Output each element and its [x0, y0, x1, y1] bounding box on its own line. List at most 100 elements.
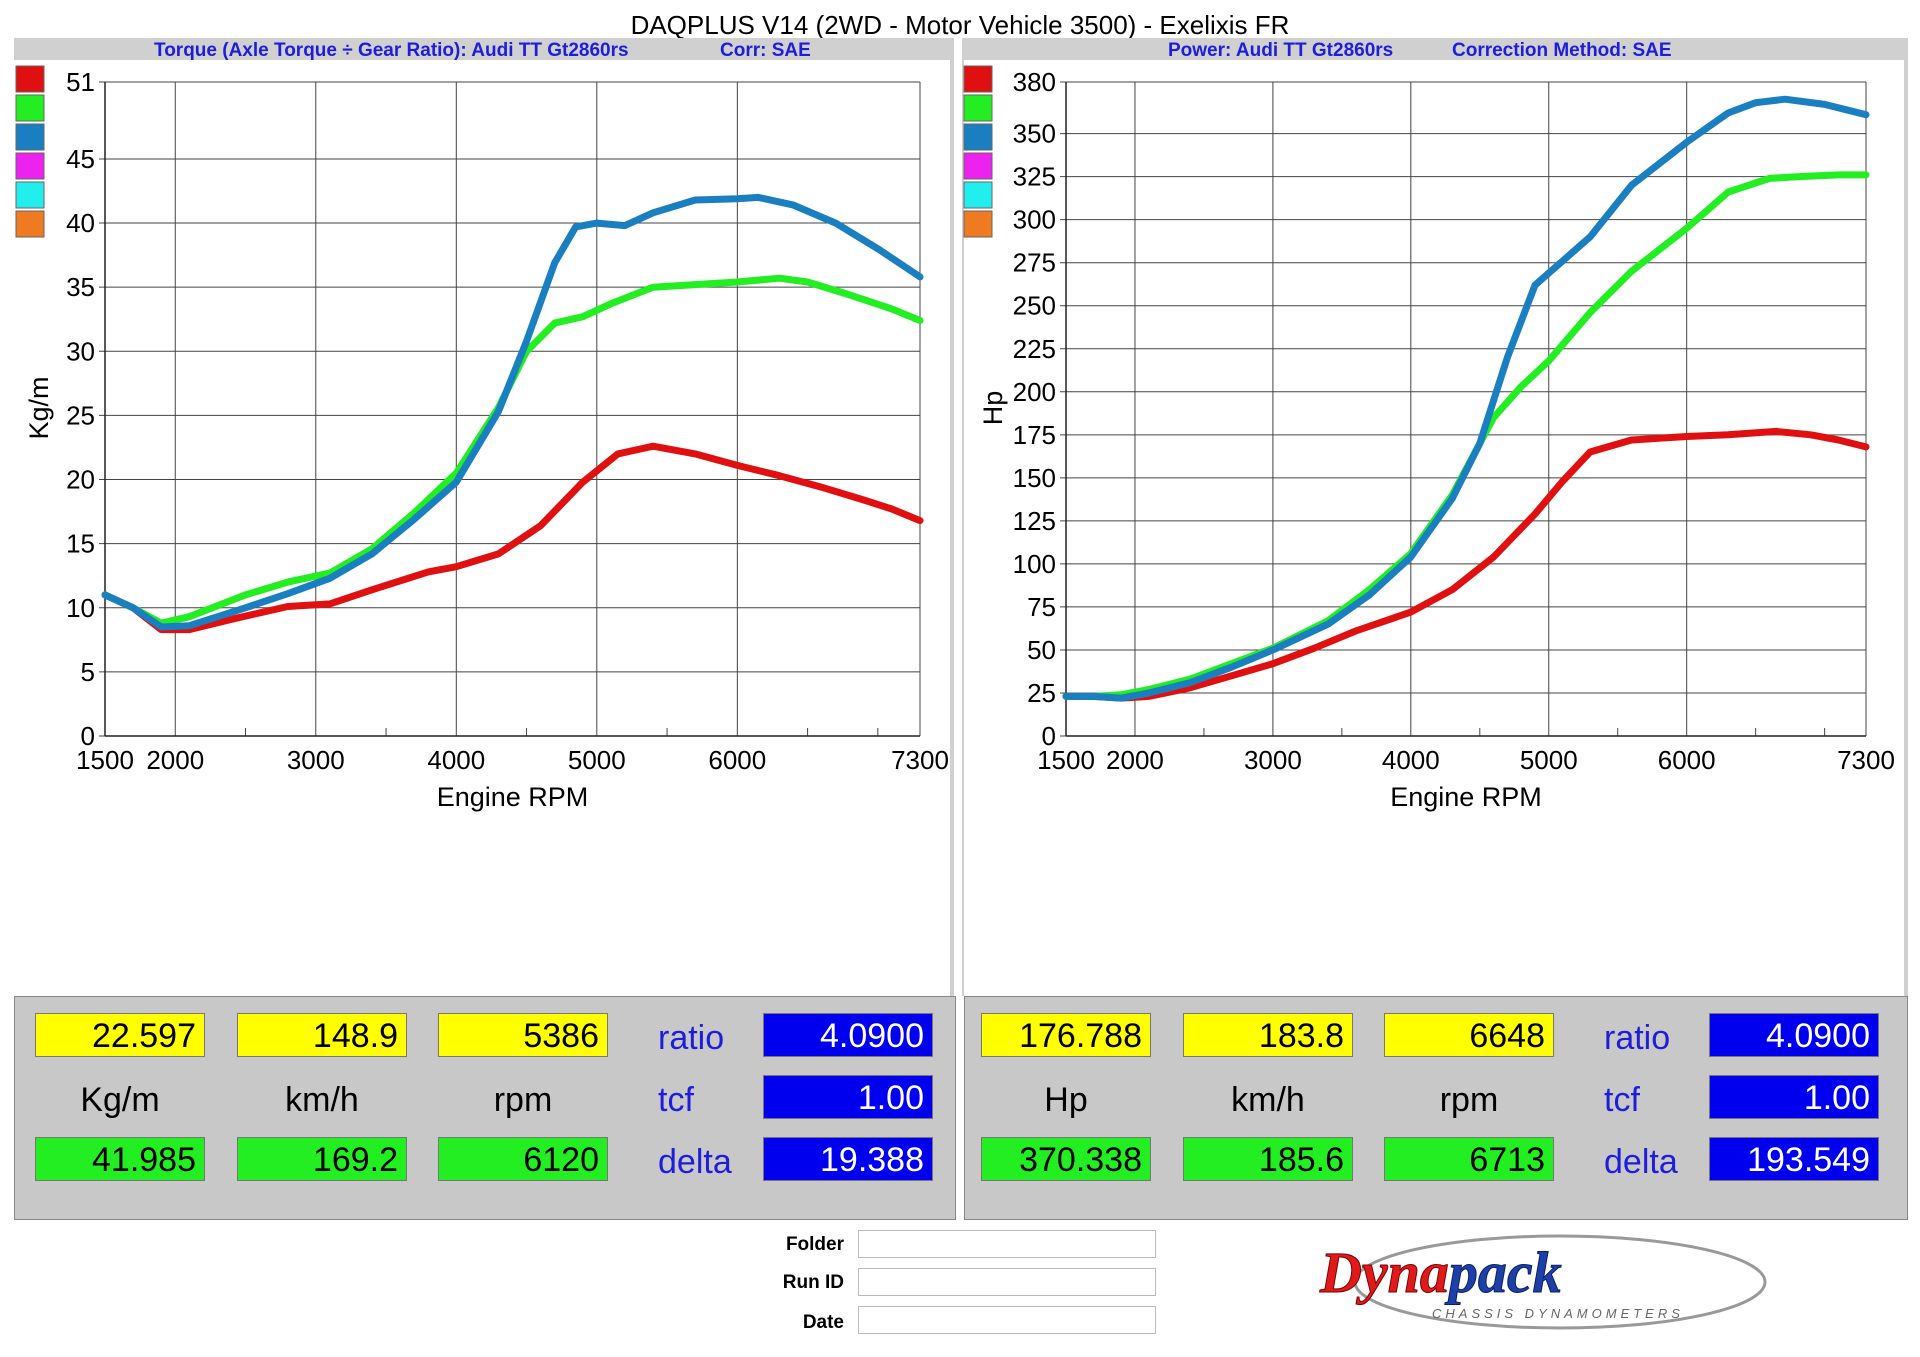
dynapack-logo: Dynapack CHASSIS DYNAMOMETERS: [1310, 1230, 1790, 1340]
run-id-label: Run ID: [782, 1272, 844, 1293]
peak-power-speed-2: 185.6: [1183, 1137, 1353, 1181]
x-tick-label: 7300: [1837, 745, 1895, 775]
power-correction-label: Correction Method: SAE: [1452, 40, 1672, 61]
dynapack-logo-graphic: Dynapack CHASSIS DYNAMOMETERS: [1319, 1234, 1767, 1330]
x-tick-label: 6000: [1658, 745, 1716, 775]
y-tick-label: 100: [1013, 549, 1056, 579]
y-axis-label: Hp: [978, 391, 1008, 426]
y-tick-label: 325: [1013, 162, 1056, 192]
y-tick-label: 250: [1013, 291, 1056, 321]
torque-panel: Torque (Axle Torque ÷ Gear Ratio): Audi …: [14, 38, 954, 1015]
x-tick-label: 7300: [891, 745, 949, 775]
run-id-field[interactable]: [858, 1268, 1156, 1296]
legend-swatch-magenta: [963, 152, 993, 180]
x-tick-label: 1500: [76, 745, 134, 775]
power-unit-label: Hp: [1044, 1081, 1088, 1119]
y-tick-label: 200: [1013, 377, 1056, 407]
peak-torque-speed-2: 169.2: [237, 1137, 407, 1181]
y-tick-label: 25: [1027, 678, 1056, 708]
y-tick-label: 0: [81, 721, 95, 751]
power-ratio-value: 4.0900: [1709, 1013, 1879, 1057]
ratio-value: 4.0900: [763, 1013, 933, 1057]
x-axis-label: Engine RPM: [1390, 782, 1542, 812]
y-tick-label: 20: [66, 465, 95, 495]
y-tick-label: 150: [1013, 463, 1056, 493]
y-tick-label: 175: [1013, 420, 1056, 450]
y-tick-label: 225: [1013, 334, 1056, 364]
logo-wordmark: Dynapack: [1319, 1240, 1562, 1305]
power-rpm-unit-label: rpm: [1439, 1081, 1499, 1119]
legend-swatch-cyan: [963, 181, 993, 209]
x-tick-label: 1500: [1037, 745, 1095, 775]
torque-plot-background: [14, 60, 950, 1015]
folder-field[interactable]: [858, 1230, 1156, 1258]
y-tick-label: 45: [66, 144, 95, 174]
ratio-label: ratio: [658, 1019, 725, 1057]
x-tick-label: 2000: [146, 745, 204, 775]
power-speed-unit-label: km/h: [1231, 1081, 1305, 1119]
peak-torque-value: 22.597: [35, 1013, 205, 1057]
y-tick-label: 380: [1013, 67, 1056, 97]
peak-power-value: 176.788: [981, 1013, 1151, 1057]
power-readout-panel: 176.788 183.8 6648 Hp km/h rpm 370.338 1…: [964, 996, 1908, 1220]
power-tcf-label: tcf: [1604, 1081, 1640, 1119]
y-tick-label: 15: [66, 529, 95, 559]
legend-swatch-blue: [15, 123, 45, 151]
power-tcf-value: 1.00: [1709, 1075, 1879, 1119]
torque-readout-panel: 22.597 148.9 5386 Kg/m km/h rpm 41.985 1…: [14, 996, 956, 1220]
app-title: DAQPLUS V14 (2WD - Motor Vehicle 3500) -…: [630, 10, 1290, 40]
y-tick-label: 35: [66, 272, 95, 302]
peak-power-value-2: 370.338: [981, 1137, 1151, 1181]
speed-unit-label: km/h: [285, 1081, 359, 1119]
legend-swatch-orange: [15, 210, 45, 238]
torque-chart: 0 5 10 15 20 25 30 35 40 45 51 1500 2000 3000 4000 5000…: [15, 65, 949, 812]
y-tick-label: 0: [1042, 721, 1056, 751]
legend-swatch-red: [963, 65, 993, 93]
tcf-value: 1.00: [763, 1075, 933, 1119]
x-tick-label: 3000: [1244, 745, 1302, 775]
x-tick-label: 6000: [708, 745, 766, 775]
x-tick-label: 5000: [568, 745, 626, 775]
series-line-blue: [1062, 95, 1870, 702]
peak-torque-value-2: 41.985: [35, 1137, 205, 1181]
y-tick-label: 40: [66, 208, 95, 238]
y-tick-label: 51: [66, 67, 95, 97]
power-plot-background: [964, 60, 1904, 1015]
series-line-red: [101, 442, 924, 634]
date-field[interactable]: [858, 1306, 1156, 1334]
delta-label: delta: [658, 1143, 732, 1181]
logo-tagline: CHASSIS DYNAMOMETERS: [1432, 1306, 1684, 1321]
x-tick-label: 3000: [287, 745, 345, 775]
peak-power-rpm: 6648: [1384, 1013, 1554, 1057]
y-tick-label: 75: [1027, 592, 1056, 622]
y-tick-label: 5: [81, 657, 95, 687]
peak-torque-rpm-2: 6120: [438, 1137, 608, 1181]
legend-swatch-blue: [963, 123, 993, 151]
torque-unit-label: Kg/m: [80, 1081, 160, 1119]
y-tick-label: 350: [1013, 119, 1056, 149]
y-tick-label: 275: [1013, 248, 1056, 278]
y-tick-label: 50: [1027, 635, 1056, 665]
legend-swatch-magenta: [15, 152, 45, 180]
legend-swatch-orange: [963, 210, 993, 238]
power-chart: 0 25 50 75 100 125 150 175 200 225 250 275 300 325 350…: [963, 65, 1895, 812]
x-axis-label: Engine RPM: [437, 782, 589, 812]
series-line-red: [1062, 427, 1870, 702]
y-axis-label: Kg/m: [24, 376, 54, 439]
x-tick-label: 2000: [1106, 745, 1164, 775]
x-tick-label: 4000: [427, 745, 485, 775]
y-tick-label: 30: [66, 336, 95, 366]
rpm-unit-label: rpm: [493, 1081, 553, 1119]
y-tick-label: 10: [66, 593, 95, 623]
x-tick-label: 5000: [1520, 745, 1578, 775]
legend-swatch-green: [15, 94, 45, 122]
y-tick-label: 125: [1013, 506, 1056, 536]
power-ratio-label: ratio: [1604, 1019, 1671, 1057]
folder-label: Folder: [785, 1234, 844, 1255]
peak-torque-speed: 148.9: [237, 1013, 407, 1057]
peak-power-rpm-2: 6713: [1384, 1137, 1554, 1181]
legend-swatch-cyan: [15, 181, 45, 209]
y-tick-label: 300: [1013, 205, 1056, 235]
torque-panel-title: Torque (Axle Torque ÷ Gear Ratio): Audi …: [154, 40, 629, 61]
y-tick-label: 25: [66, 400, 95, 430]
